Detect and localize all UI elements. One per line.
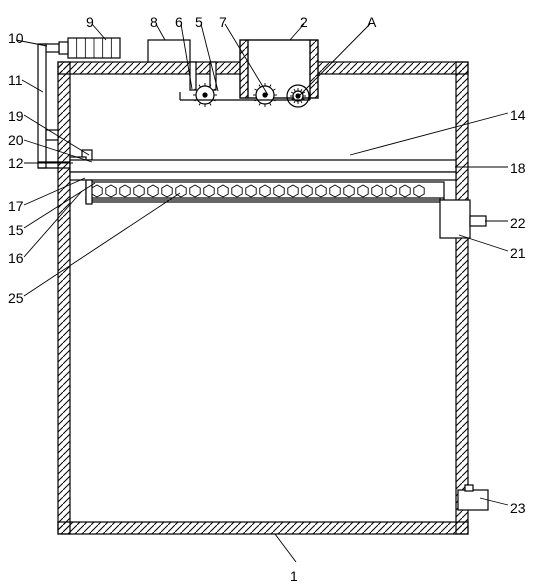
callout-label-9: 9 — [86, 14, 94, 30]
callout-label-14: 14 — [510, 107, 526, 123]
callout-label-2: 2 — [300, 14, 308, 30]
callout-label-18: 18 — [510, 160, 526, 176]
callout-label-8: 8 — [150, 14, 158, 30]
callout-label-21: 21 — [510, 245, 526, 261]
callout-label-19: 19 — [8, 108, 24, 124]
callout-label-12: 12 — [8, 155, 24, 171]
callout-label-7: 7 — [219, 14, 227, 30]
callout-label-15: 15 — [8, 222, 24, 238]
callout-label-22: 22 — [510, 215, 526, 231]
callout-label-11: 11 — [8, 72, 23, 88]
diagram-svg — [0, 0, 553, 580]
callout-label-23: 23 — [510, 500, 526, 516]
callout-label-16: 16 — [8, 250, 24, 266]
callout-label-5: 5 — [195, 14, 203, 30]
callout-label-A: A — [367, 14, 376, 30]
callout-label-1: 1 — [290, 568, 298, 584]
callout-label-25: 25 — [8, 290, 24, 306]
callout-label-10: 10 — [8, 30, 24, 46]
callout-label-6: 6 — [175, 14, 183, 30]
diagram-container: 91086572A111920121715162514182221231 — [0, 0, 553, 580]
callout-label-17: 17 — [8, 198, 24, 214]
callout-label-20: 20 — [8, 132, 24, 148]
